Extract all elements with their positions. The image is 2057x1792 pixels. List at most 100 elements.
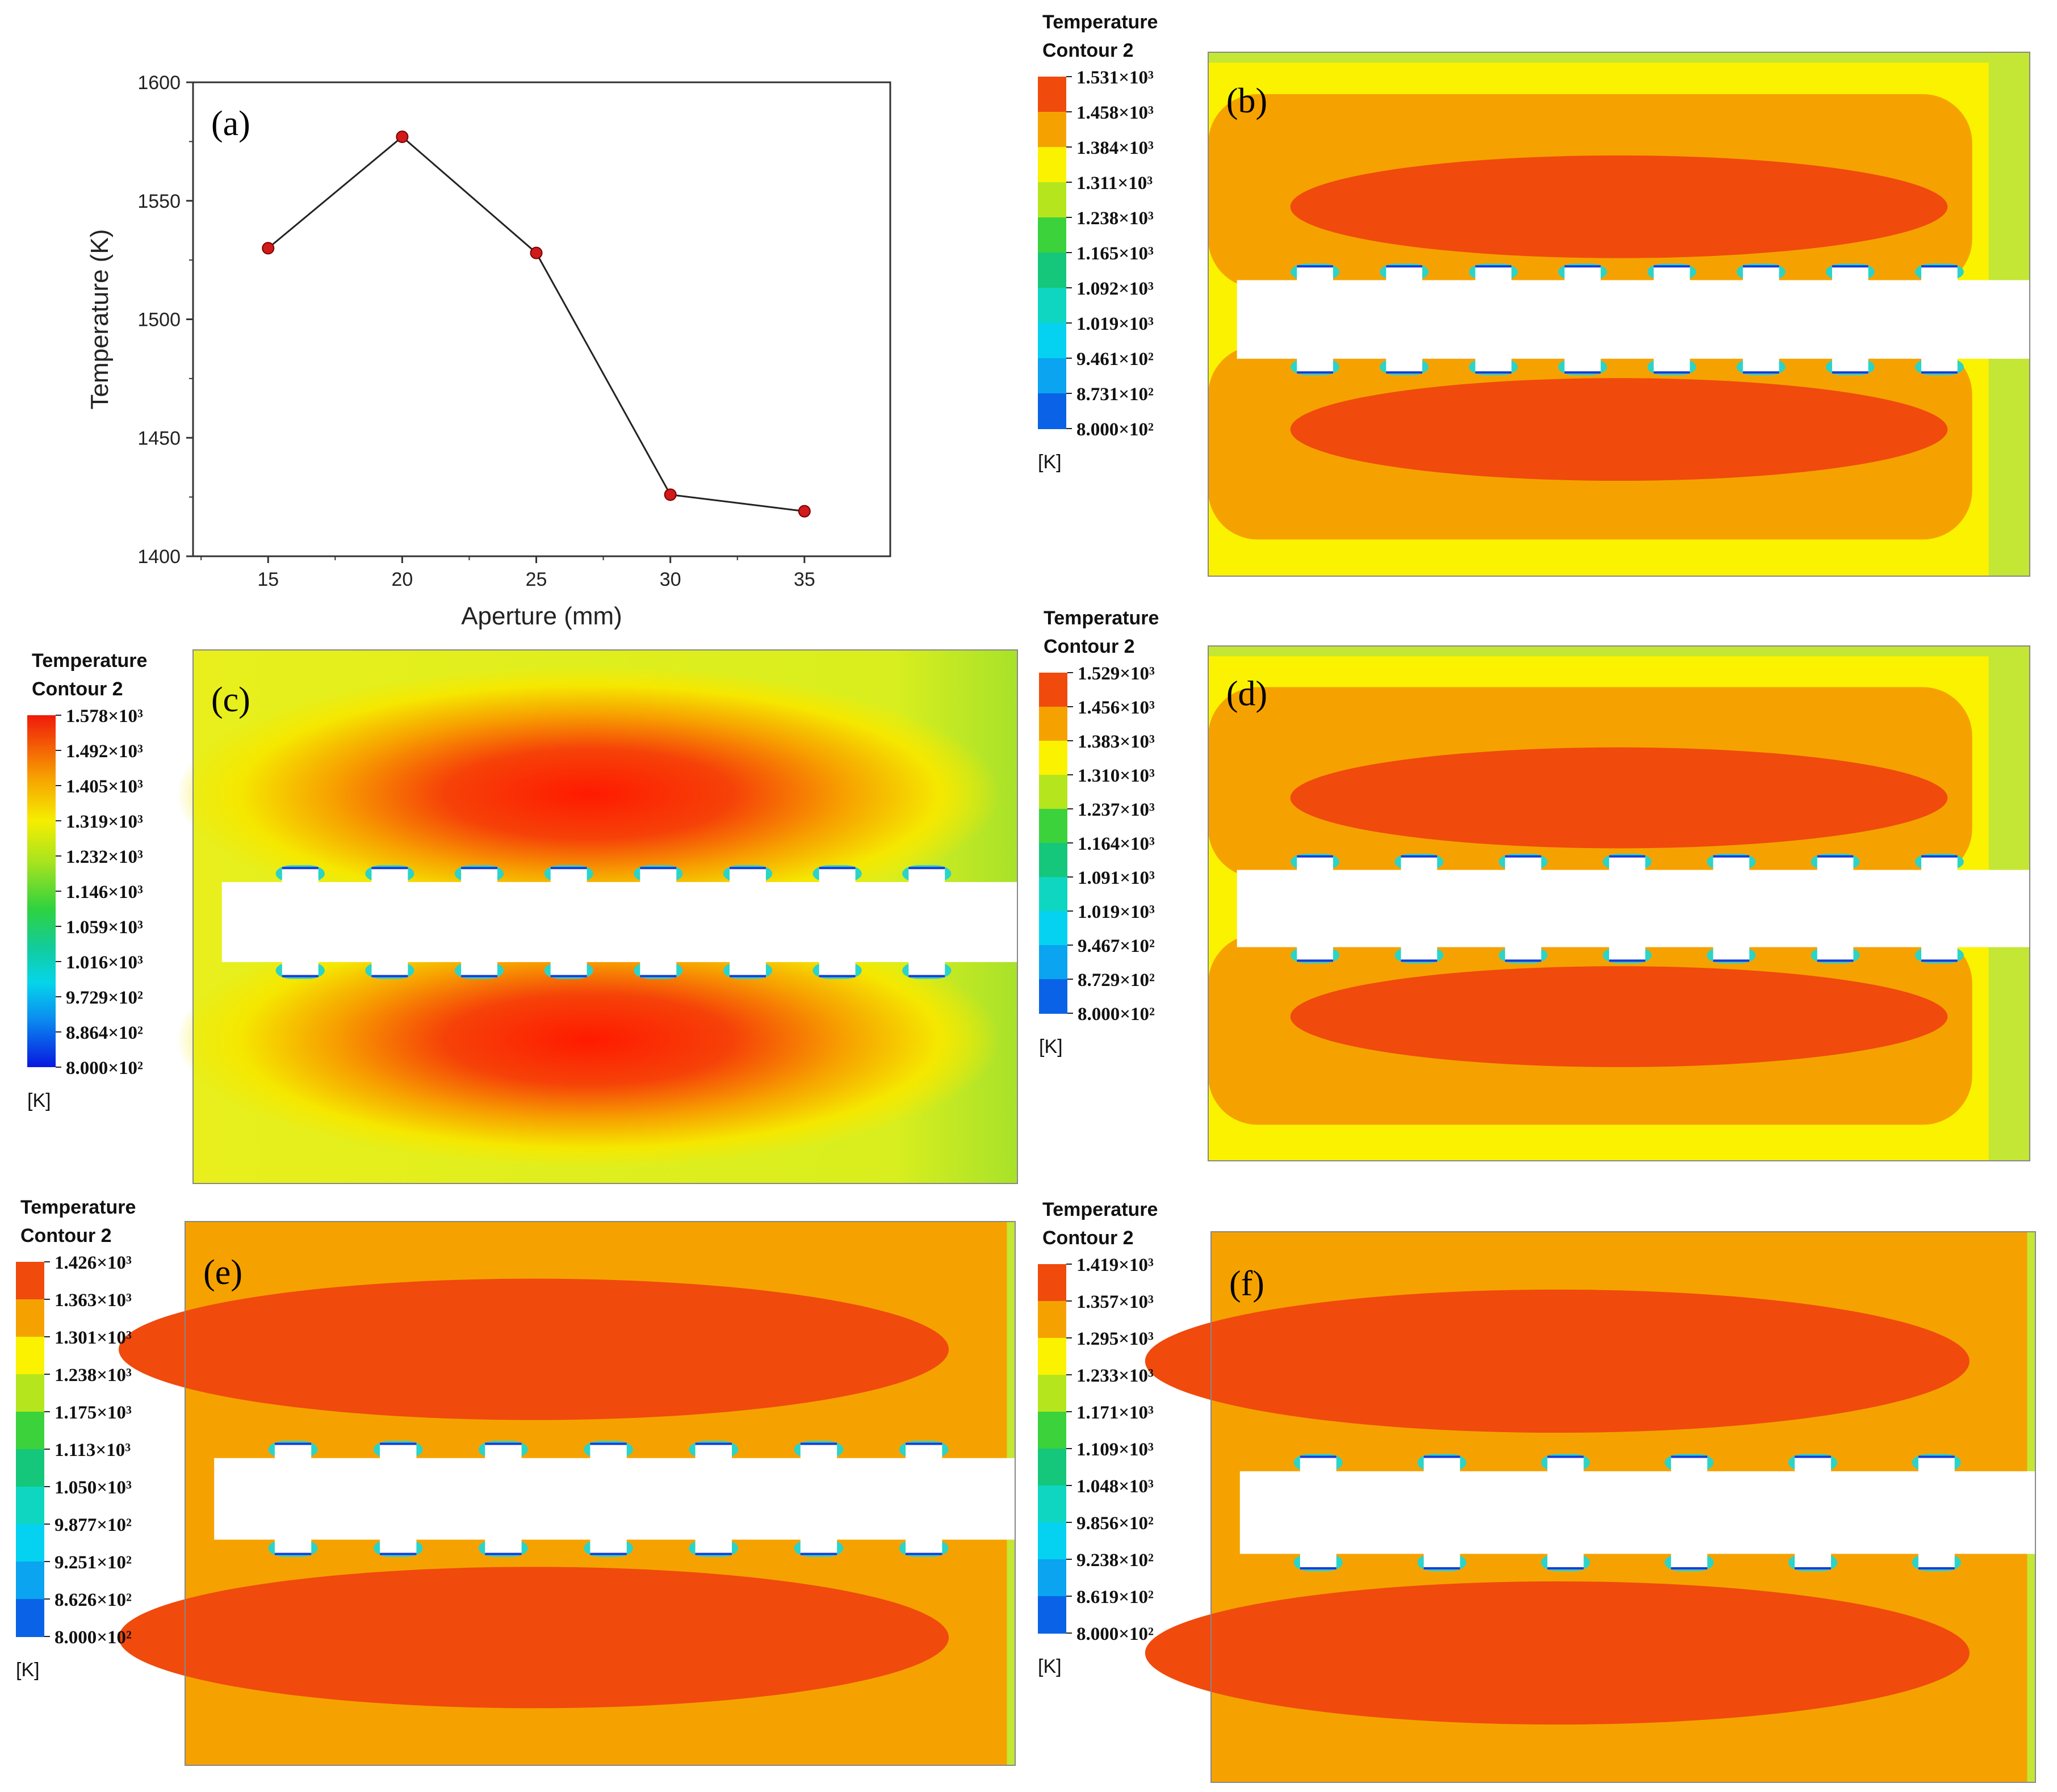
colorbar-label: 1.237×10³ [1078,800,1155,820]
legend-title-line1: Temperature [32,650,147,672]
colorbar-band [1039,775,1067,809]
legend-title-line1: Temperature [1042,11,1158,33]
colorbar-label: 1.233×10³ [1076,1366,1154,1386]
air-hole-lower [1300,1552,1337,1568]
colorbar-label: 1.171×10³ [1076,1403,1154,1423]
legend-unit: [K] [1038,1656,1062,1677]
colorbar-band [1039,707,1067,741]
colorbar-label: 1.311×10³ [1076,173,1153,194]
colorbar-band [1039,911,1067,946]
colorbar-band [1038,182,1066,218]
colorbar-label: 8.619×10² [1076,1587,1154,1608]
cool-edge-top [1208,646,2030,657]
colorbar-band [16,1412,44,1450]
air-hole-lower [1297,946,1333,960]
hot-core-upper [1290,747,1948,849]
legend-title-line2: Contour 2 [1042,1227,1134,1249]
line-chart-panel-a: 1400 1450 1500 1550 1600 15 20 25 30 35 Aperture (… [86,72,891,630]
colorbar-band [16,1449,44,1487]
colorbar-label: 8.729×10² [1078,970,1155,991]
air-hole-lower [1653,357,1690,372]
colorbar-band [1038,1485,1066,1523]
air-hole-lower [1832,357,1869,372]
hot-core-upper [1145,1289,1970,1433]
colorbar-band [1039,945,1067,980]
x-tick-label: 30 [660,569,681,590]
colorbar-band [1038,288,1066,324]
air-hole-upper [800,1443,837,1461]
legend-title-line2: Contour 2 [20,1225,112,1247]
hot-core-lower [1290,966,1948,1067]
colorbar-label: 1.426×10³ [55,1253,132,1273]
contour-panel-2: (c) [176,649,1018,1184]
colorbar-band [1038,1338,1066,1375]
air-hole-upper [819,868,856,885]
colorbar-label: 1.363×10³ [55,1290,132,1311]
colorbar-band [1038,217,1066,253]
air-hole-upper [1609,856,1645,873]
colorbar-label: 8.000×10² [1076,1624,1154,1644]
colorbar-band [16,1337,44,1375]
air-hole-lower [1921,946,1958,960]
colorbar-label: 1.458×10³ [1076,103,1154,123]
air-hole-upper [1475,266,1512,283]
air-hole-upper [380,1443,417,1461]
colorbar-label: 8.000×10² [66,1058,143,1078]
air-hole-upper [1423,1457,1460,1475]
air-hole-upper [1832,266,1869,283]
colorbar-label: 1.232×10³ [66,847,143,867]
colorbar-label: 1.383×10³ [1078,732,1155,752]
air-hole-upper [282,868,319,885]
colorbar-label: 1.310×10³ [1078,766,1155,786]
colorbar-band [1038,147,1066,183]
x-tick-label: 20 [391,569,413,590]
legend-unit: [K] [16,1659,40,1681]
colorbar-label: 1.092×10³ [1076,279,1154,299]
y-axis-title: Temperature (K) [86,229,114,410]
colorbar-band [16,1374,44,1412]
air-hole-upper [908,868,945,885]
colorbar-label: 1.164×10³ [1078,834,1155,854]
colorbar-band [1038,1412,1066,1449]
colorbar-label: 1.319×10³ [66,812,143,832]
colorbar-band [1039,673,1067,707]
colorbar-label: 1.578×10³ [66,706,143,727]
air-hole-upper [1653,266,1690,283]
colorbar-band [1038,1449,1066,1486]
colorbar-legend-2: Temperature Contour 2 1.578×10³ 1.492×10³ 1.… [27,650,147,1111]
air-hole-lower [485,1538,522,1554]
domain-border [1208,645,2030,1161]
hot-core-upper [1290,155,1948,258]
colorbar-label: 1.238×10³ [55,1365,132,1386]
colorbar-band [1039,979,1067,1014]
panel-label: (b) [1226,82,1267,120]
legend-unit: [K] [27,1090,51,1111]
air-hole-lower [282,960,319,976]
air-hole-lower [1547,1552,1584,1568]
colorbar-label: 1.109×10³ [1076,1440,1154,1460]
hot-core-lower [119,1567,949,1709]
panel-label-a: (a) [211,104,250,143]
air-hole-lower [590,1538,627,1554]
colorbar-label: 1.175×10³ [55,1403,132,1423]
contour-panel-3: (d) [1208,645,2030,1161]
colorbar-label: 9.856×10² [1076,1513,1154,1534]
flow-channel [214,1458,1015,1540]
air-hole-lower [1475,357,1512,372]
colorbar-label: 1.529×10³ [1078,664,1155,684]
colorbar-label: 1.091×10³ [1078,868,1155,888]
air-hole-upper [550,868,587,885]
legend-unit: [K] [1038,451,1062,473]
panel-label: (d) [1226,674,1267,713]
contour-panel-4: (e) [119,1221,1016,1766]
domain-border [185,1221,1016,1766]
panel-label: (f) [1229,1265,1264,1303]
colorbar-band [1038,1264,1066,1302]
legend-title-line1: Temperature [1044,607,1159,629]
domain-border [192,649,1018,1184]
air-hole-upper [1795,1457,1831,1475]
colorbar-band [16,1262,44,1300]
colorbar-band [1038,393,1066,429]
colorbar-label: 1.016×10³ [66,952,143,973]
colorbar-legend-3: Temperature Contour 2 1.529×10³ 1.456×10³ 1.… [1039,607,1159,1057]
